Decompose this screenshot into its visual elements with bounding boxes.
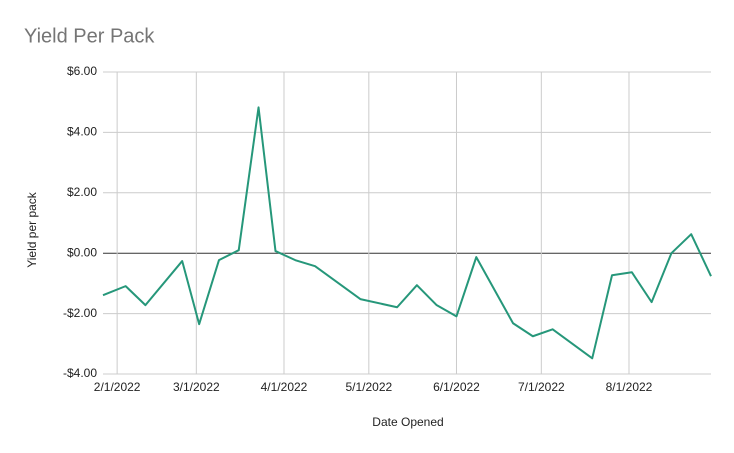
x-tick-label: 7/1/2022 bbox=[518, 380, 565, 394]
y-tick-label: $6.00 bbox=[67, 64, 97, 78]
x-tick-label: 3/1/2022 bbox=[173, 380, 220, 394]
y-tick-label: -$4.00 bbox=[63, 366, 97, 380]
x-tick-label: 4/1/2022 bbox=[261, 380, 308, 394]
x-tick-label: 8/1/2022 bbox=[606, 380, 653, 394]
y-tick-label: $0.00 bbox=[67, 245, 97, 259]
line bbox=[102, 106, 712, 360]
x-tick-label: 2/1/2022 bbox=[94, 380, 141, 394]
x-axis-label: Date Opened bbox=[372, 415, 443, 429]
x-tick-label: 6/1/2022 bbox=[433, 380, 480, 394]
chart-title: Yield Per Pack bbox=[24, 25, 155, 47]
y-axis-label: Yield per pack bbox=[25, 191, 39, 268]
y-tick-label: -$2.00 bbox=[63, 306, 97, 320]
x-tick-label: 5/1/2022 bbox=[345, 380, 392, 394]
y-tick-label: $2.00 bbox=[67, 185, 97, 199]
y-tick-label: $4.00 bbox=[67, 125, 97, 139]
